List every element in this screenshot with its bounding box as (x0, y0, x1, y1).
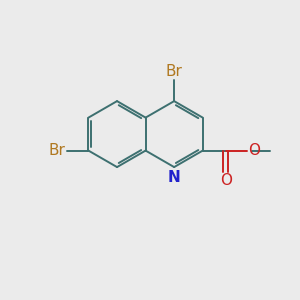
Text: O: O (220, 173, 232, 188)
Text: N: N (168, 170, 181, 185)
Text: Br: Br (166, 64, 183, 79)
Text: Br: Br (48, 143, 65, 158)
Text: O: O (248, 143, 260, 158)
